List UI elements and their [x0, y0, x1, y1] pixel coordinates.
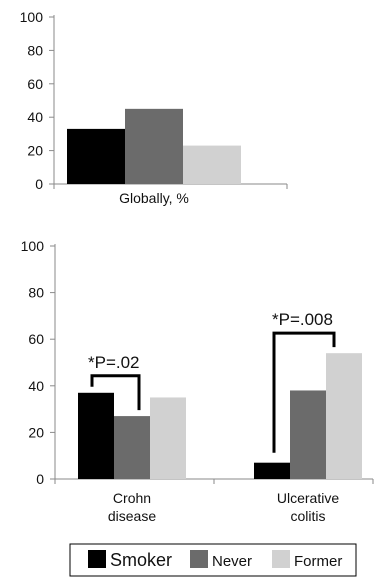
legend-swatch-smoker: [88, 550, 106, 568]
legend-box: [69, 543, 357, 577]
top-chart-globally: 0 20 40 60 80 100 Globally, %: [20, 9, 288, 206]
bar-never-1: [114, 416, 150, 479]
y-tick-label: 20: [28, 424, 44, 440]
y-tick-label: 20: [27, 143, 43, 159]
y-tick-label: 80: [27, 42, 43, 58]
legend-swatch-never: [190, 550, 208, 568]
y-tick-label: 60: [28, 331, 44, 347]
y-tick-label: 0: [36, 471, 44, 487]
y-tick-label: 60: [27, 76, 43, 92]
significance-label: *P=.02: [88, 353, 140, 372]
bar-never-1: [125, 108, 183, 184]
significance-bracket: [90, 374, 141, 411]
legend-label-smoker: Smoker: [110, 550, 172, 570]
x-category-label: Crohn: [113, 490, 151, 506]
x-category-label: Ulcerative: [277, 490, 339, 506]
bar-former-2: [326, 353, 362, 479]
y-tick-label: 80: [28, 285, 44, 301]
significance-label: *P=.008: [272, 310, 333, 329]
bar-smoker-1: [67, 128, 125, 184]
bottom-chart-by-disease: 0 20 40 60 80 100 Crohn disease Ulcerative coliti…: [21, 238, 374, 524]
legend-swatch-former: [272, 550, 290, 568]
y-tick-label: 40: [27, 109, 43, 125]
bar-former-1: [150, 397, 186, 479]
bar-smoker-1: [78, 392, 114, 479]
significance-bracket: [272, 331, 336, 453]
x-category-label: Globally, %: [119, 190, 189, 206]
x-category-label: disease: [108, 508, 156, 524]
legend-label-never: Never: [212, 553, 252, 570]
bar-former-1: [183, 145, 241, 184]
legend: Smoker Never Former: [69, 543, 357, 577]
bar-never-2: [290, 390, 326, 479]
y-tick-label: 100: [21, 238, 45, 254]
y-tick-label: 40: [28, 378, 44, 394]
y-tick-label: 0: [35, 176, 43, 192]
legend-label-former: Former: [294, 553, 342, 570]
x-category-label: colitis: [290, 508, 325, 524]
y-tick-label: 100: [20, 9, 44, 25]
bar-smoker-2: [254, 462, 290, 479]
